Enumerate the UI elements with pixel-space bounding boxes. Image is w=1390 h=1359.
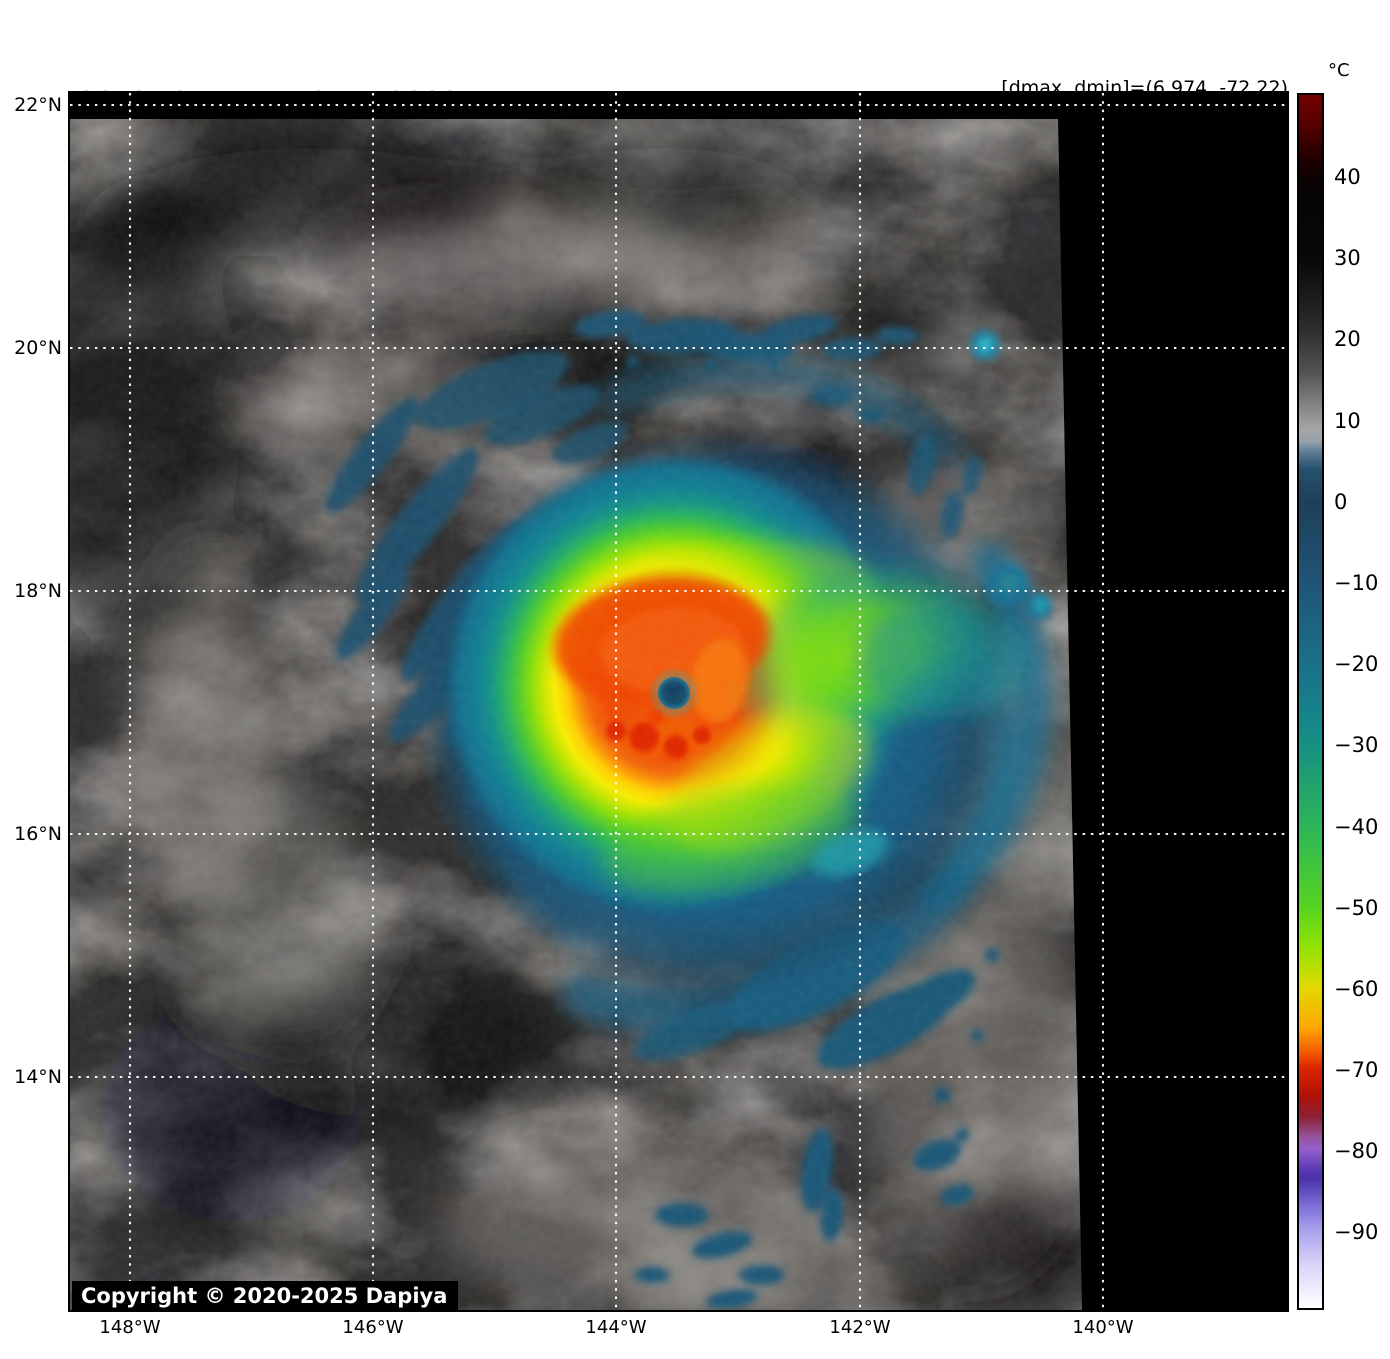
colorbar-tick-label: −50	[1334, 896, 1379, 920]
colorbar-tick-label: 0	[1334, 490, 1348, 514]
colorbar-unit-label: °C	[1328, 60, 1350, 81]
lon-tick-label: 146°W	[342, 1317, 404, 1338]
lon-tick-label: 140°W	[1072, 1317, 1134, 1338]
satellite-image	[70, 93, 1287, 1310]
colorbar-tick-label: −10	[1334, 571, 1379, 595]
lon-tick-label: 148°W	[99, 1317, 161, 1338]
colorbar-tick-label: −40	[1334, 815, 1379, 839]
colorbar-tick-label: −60	[1334, 977, 1379, 1001]
map-plot: Copyright © 2020-2025 Dapiya	[68, 91, 1289, 1312]
lon-tick-label: 144°W	[585, 1317, 647, 1338]
colorbar-tick-label: −20	[1334, 652, 1379, 676]
graticule	[70, 93, 1287, 1310]
colorbar-tick-label: 30	[1334, 246, 1361, 270]
copyright-badge: Copyright © 2020-2025 Dapiya	[72, 1281, 459, 1312]
colorbar-tick-label: −90	[1334, 1220, 1379, 1244]
lat-tick-label: 20°N	[14, 337, 62, 359]
colorbar-gradient	[1297, 93, 1324, 1310]
colorbar-tick-label: 20	[1334, 327, 1361, 351]
colorbar-tick-label: 10	[1334, 409, 1361, 433]
colorbar-tick-label: 40	[1334, 165, 1361, 189]
colorbar-tick-label: −70	[1334, 1058, 1379, 1082]
satellite-data-region	[70, 119, 1082, 1310]
lat-tick-label: 18°N	[14, 580, 62, 602]
lat-tick-label: 14°N	[14, 1066, 62, 1088]
colorbar-tick-label: −30	[1334, 733, 1379, 757]
lat-tick-label: 16°N	[14, 823, 62, 845]
lon-tick-label: 142°W	[829, 1317, 891, 1338]
lat-tick-label: 22°N	[14, 94, 62, 116]
colorbar-tick-label: −80	[1334, 1139, 1379, 1163]
